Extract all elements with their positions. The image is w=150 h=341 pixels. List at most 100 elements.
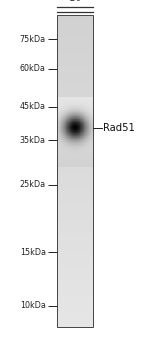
Bar bbox=[79, 143, 80, 144]
Bar bbox=[90, 136, 91, 137]
Bar bbox=[86, 154, 87, 155]
Bar bbox=[62, 128, 63, 129]
Bar bbox=[63, 137, 64, 139]
Bar bbox=[85, 133, 86, 134]
Bar bbox=[70, 139, 71, 140]
Bar bbox=[71, 97, 72, 98]
Bar bbox=[57, 312, 93, 314]
Bar bbox=[76, 124, 77, 125]
Bar bbox=[70, 146, 71, 147]
Bar bbox=[75, 150, 76, 151]
Bar bbox=[87, 158, 88, 159]
Bar bbox=[63, 103, 64, 104]
Bar bbox=[90, 127, 91, 128]
Bar bbox=[59, 120, 60, 121]
Bar bbox=[66, 146, 67, 147]
Bar bbox=[58, 123, 59, 124]
Bar bbox=[86, 142, 87, 143]
Bar bbox=[62, 140, 63, 142]
Bar bbox=[72, 120, 73, 121]
Bar bbox=[85, 106, 86, 108]
Bar bbox=[73, 105, 74, 106]
Bar bbox=[68, 109, 69, 110]
Bar bbox=[77, 110, 78, 112]
Bar bbox=[81, 135, 82, 136]
Bar bbox=[69, 98, 70, 99]
Bar bbox=[85, 110, 86, 111]
Bar bbox=[79, 97, 80, 98]
Bar bbox=[59, 148, 60, 149]
Bar bbox=[76, 158, 77, 159]
Bar bbox=[88, 136, 89, 137]
Bar bbox=[63, 104, 64, 105]
Bar bbox=[64, 106, 65, 107]
Bar bbox=[57, 183, 93, 185]
Bar bbox=[67, 117, 68, 118]
Bar bbox=[57, 189, 93, 190]
Bar bbox=[83, 161, 84, 162]
Bar bbox=[71, 142, 72, 143]
Bar bbox=[89, 107, 90, 108]
Bar bbox=[64, 152, 65, 153]
Bar bbox=[62, 154, 63, 155]
Bar bbox=[85, 155, 86, 156]
Bar bbox=[59, 108, 60, 109]
Bar bbox=[90, 138, 91, 139]
Bar bbox=[68, 125, 69, 127]
Bar bbox=[57, 256, 93, 258]
Bar bbox=[66, 103, 67, 104]
Bar bbox=[60, 153, 61, 154]
Bar bbox=[61, 131, 62, 132]
Bar bbox=[77, 150, 78, 151]
Bar bbox=[81, 107, 82, 108]
Bar bbox=[67, 158, 68, 159]
Text: 75kDa: 75kDa bbox=[20, 35, 46, 44]
Bar bbox=[57, 32, 93, 33]
Bar bbox=[81, 114, 82, 115]
Bar bbox=[67, 125, 68, 126]
Bar bbox=[67, 144, 68, 145]
Bar bbox=[70, 156, 71, 157]
Bar bbox=[80, 98, 81, 99]
Bar bbox=[76, 159, 77, 160]
Bar bbox=[62, 147, 63, 148]
Bar bbox=[75, 120, 76, 121]
Bar bbox=[69, 142, 70, 143]
Bar bbox=[66, 145, 67, 146]
Bar bbox=[76, 101, 77, 102]
Bar bbox=[61, 125, 62, 127]
Bar bbox=[91, 154, 92, 155]
Bar bbox=[72, 127, 73, 128]
Bar bbox=[69, 106, 70, 108]
Bar bbox=[63, 126, 64, 127]
Bar bbox=[67, 125, 68, 127]
Bar bbox=[88, 128, 89, 129]
Bar bbox=[57, 128, 58, 129]
Bar bbox=[86, 105, 87, 106]
Bar bbox=[85, 154, 86, 156]
Bar bbox=[80, 119, 81, 120]
Bar bbox=[86, 148, 87, 149]
Bar bbox=[81, 104, 82, 105]
Bar bbox=[71, 118, 72, 119]
Bar bbox=[59, 108, 60, 109]
Bar bbox=[92, 131, 93, 132]
Bar bbox=[91, 159, 92, 160]
Bar bbox=[88, 145, 89, 146]
Bar bbox=[89, 100, 90, 101]
Bar bbox=[69, 129, 70, 131]
Bar bbox=[69, 151, 70, 152]
Bar bbox=[76, 133, 77, 134]
Bar bbox=[84, 104, 85, 105]
Bar bbox=[80, 125, 81, 126]
Bar bbox=[79, 125, 80, 127]
Bar bbox=[67, 117, 68, 118]
Bar bbox=[57, 235, 93, 236]
Bar bbox=[70, 149, 71, 150]
Bar bbox=[68, 148, 69, 149]
Bar bbox=[75, 101, 76, 102]
Bar bbox=[89, 104, 90, 105]
Bar bbox=[91, 137, 92, 139]
Bar bbox=[91, 123, 92, 124]
Bar bbox=[62, 158, 63, 159]
